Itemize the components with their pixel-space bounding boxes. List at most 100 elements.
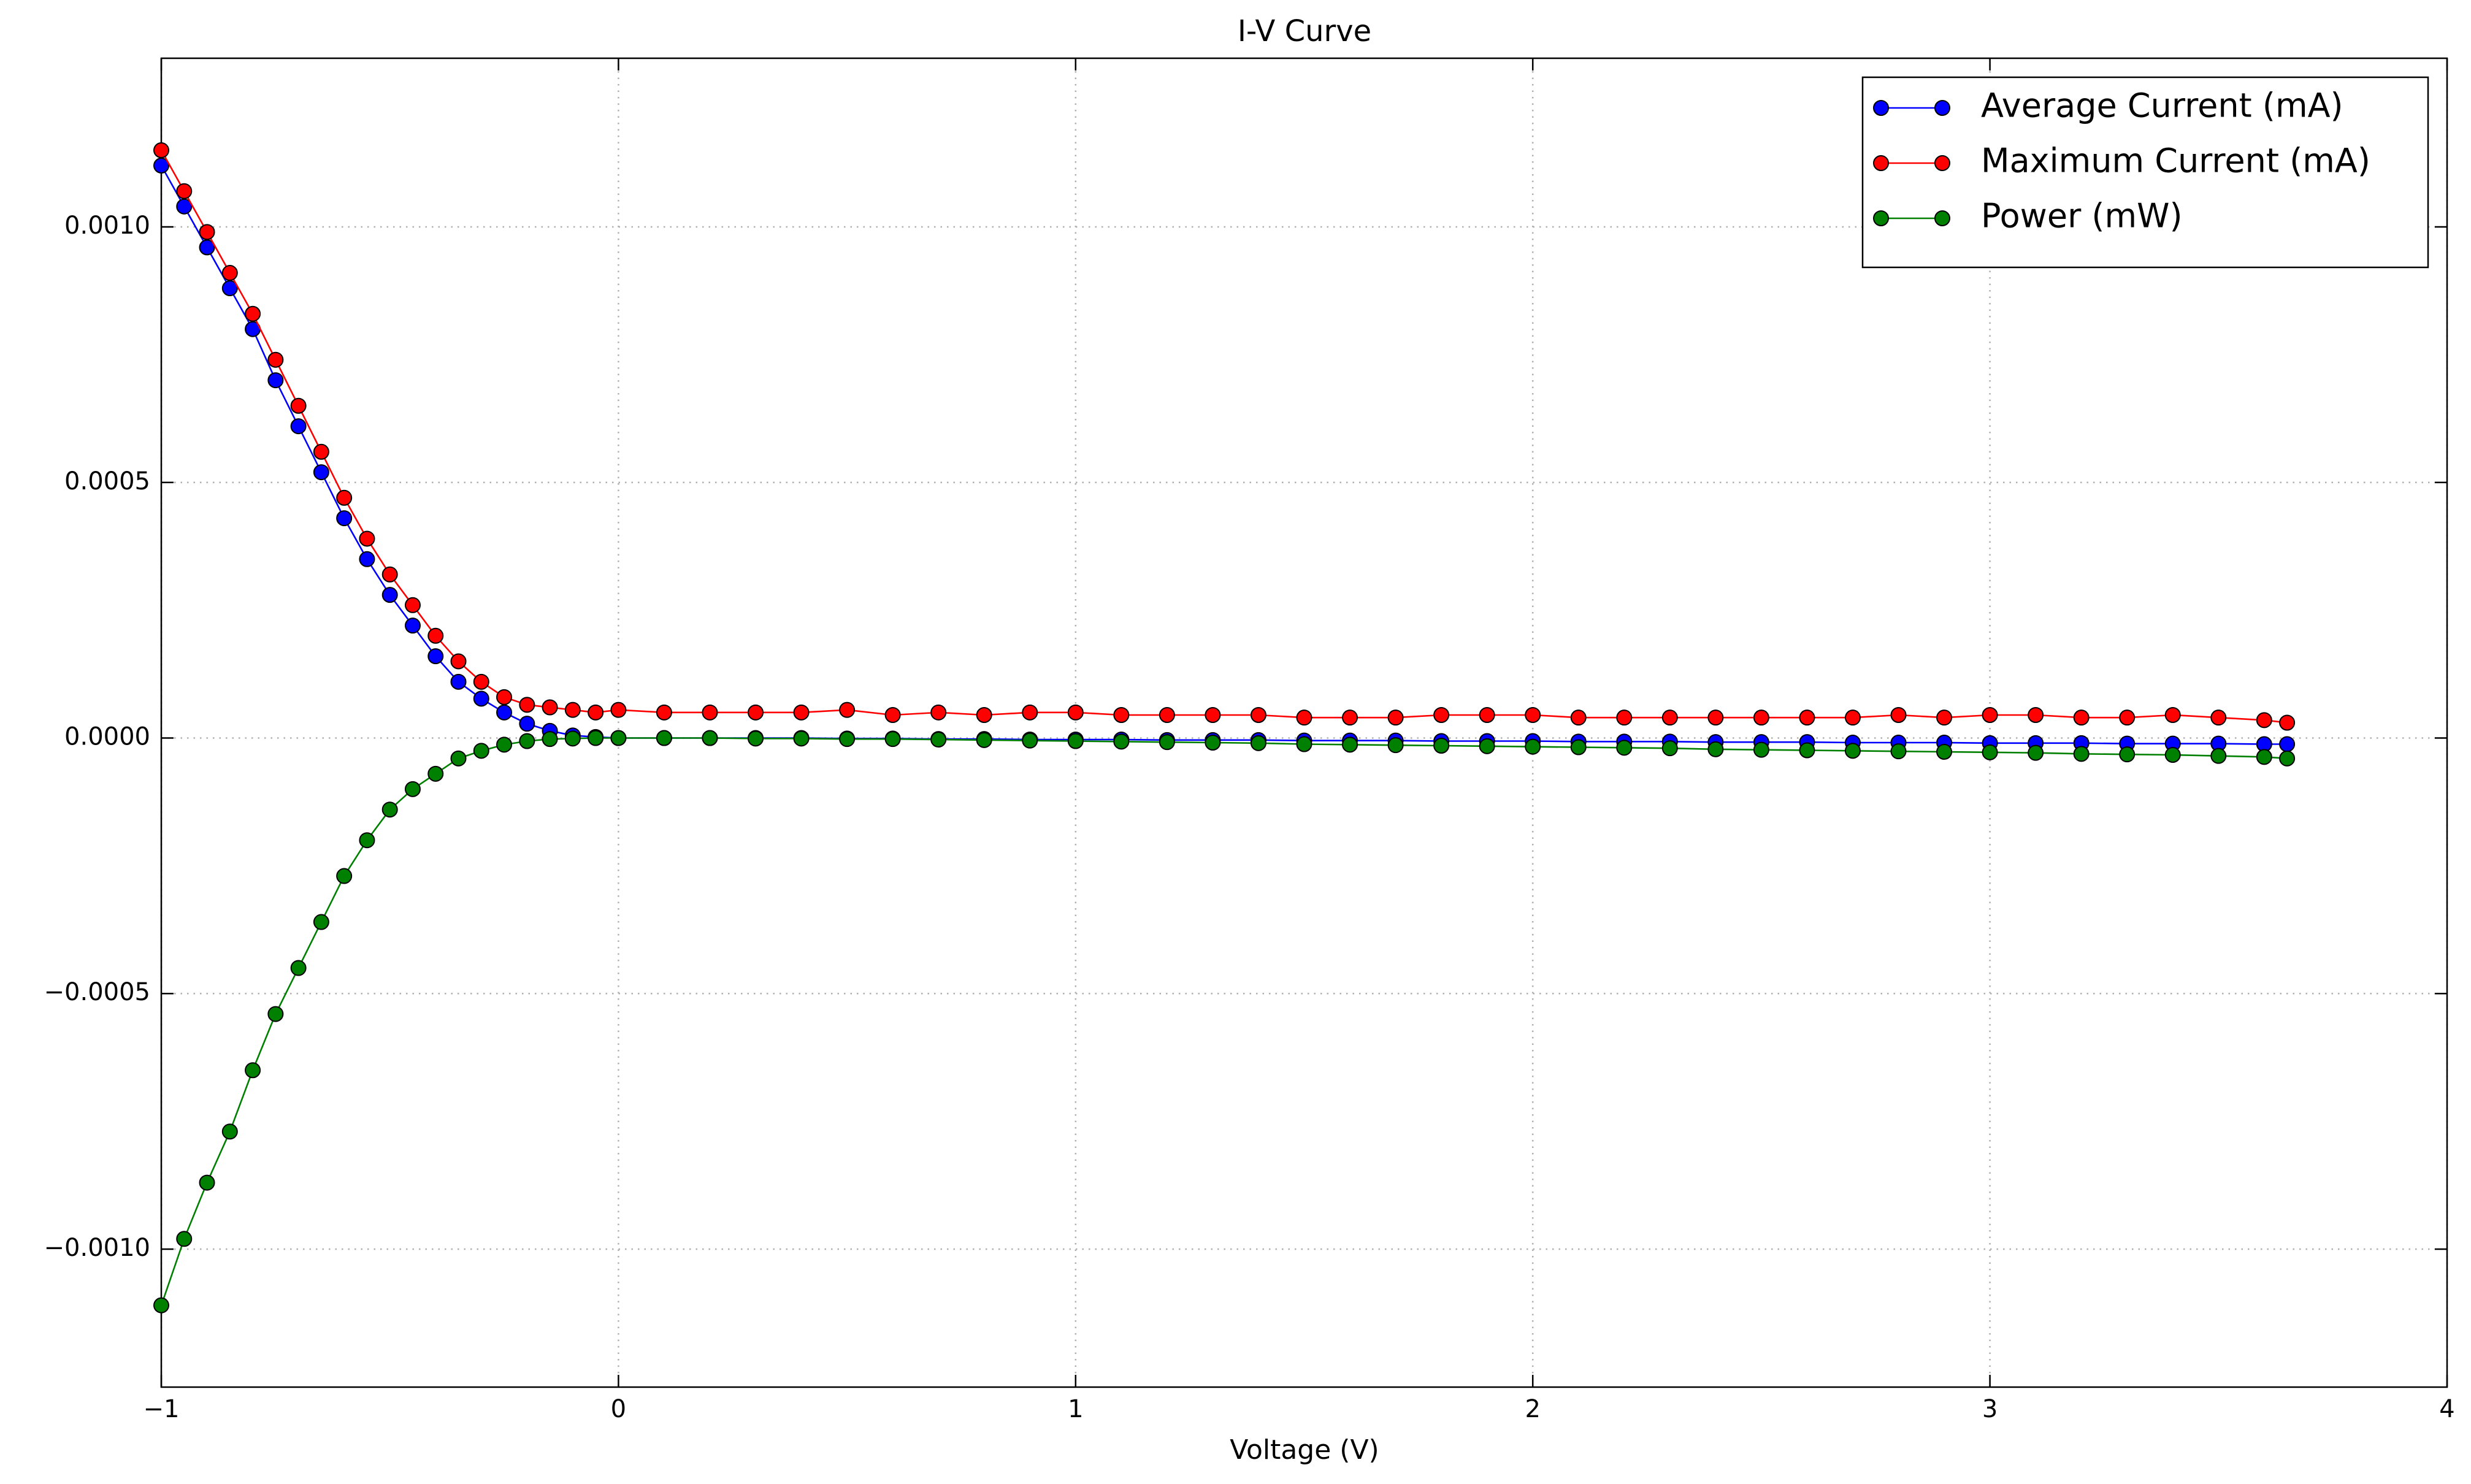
data-point — [1022, 704, 1038, 721]
data-point — [1067, 704, 1084, 721]
data-point — [588, 704, 604, 721]
data-point — [1799, 709, 1815, 726]
data-point — [839, 702, 856, 718]
data-point — [199, 224, 215, 240]
data-point — [1022, 732, 1038, 749]
data-point — [496, 689, 513, 705]
data-point — [2073, 746, 2090, 762]
data-point — [1890, 706, 1907, 723]
data-point — [359, 551, 375, 567]
data-point — [976, 706, 992, 723]
data-point — [404, 597, 421, 613]
data-point — [519, 733, 535, 749]
data-point — [1296, 709, 1312, 726]
data-point — [2279, 750, 2296, 767]
data-point — [542, 699, 558, 716]
data-point — [564, 730, 581, 747]
legend-label: Average Current (mA) — [1981, 86, 2343, 125]
data-point — [1661, 709, 1678, 726]
x-tick-label: 1 — [1068, 1395, 1083, 1423]
series-line — [160, 150, 2288, 724]
data-point — [542, 731, 558, 748]
data-point — [1387, 709, 1404, 726]
legend-marker — [1873, 155, 1889, 171]
data-point — [1570, 709, 1587, 726]
data-point — [313, 464, 329, 481]
data-point — [450, 750, 467, 767]
data-point — [2164, 747, 2181, 763]
data-point — [2279, 736, 2296, 752]
legend-marker — [1934, 155, 1950, 171]
chart-title: I-V Curve — [1238, 14, 1371, 48]
data-point — [313, 443, 329, 460]
data-point — [450, 673, 467, 690]
data-point — [473, 743, 489, 759]
data-point — [1159, 734, 1175, 751]
x-tick-label: 0 — [611, 1395, 626, 1423]
legend-marker — [1934, 210, 1950, 226]
legend-marker — [1934, 100, 1950, 116]
data-point — [221, 265, 238, 281]
data-point — [610, 730, 627, 746]
data-point — [245, 1062, 261, 1079]
data-point — [1707, 709, 1724, 726]
data-point — [1525, 706, 1541, 723]
data-point — [199, 239, 215, 256]
data-point — [702, 704, 718, 721]
data-point — [153, 158, 169, 174]
data-point — [473, 690, 489, 707]
data-point — [588, 730, 604, 746]
data-point — [1616, 740, 1633, 756]
data-point — [1479, 738, 1495, 754]
y-tick-label: 0.0000 — [64, 723, 150, 751]
data-point — [2210, 748, 2227, 764]
data-point — [496, 736, 513, 753]
data-point — [1342, 736, 1358, 753]
legend-label: Maximum Current (mA) — [1981, 142, 2370, 180]
data-point — [290, 960, 307, 976]
data-point — [1479, 706, 1495, 723]
data-point — [1433, 738, 1450, 754]
data-point — [176, 198, 193, 215]
data-point — [1342, 709, 1358, 726]
series-line — [160, 165, 2288, 745]
data-point — [656, 704, 672, 721]
data-point — [1982, 706, 1998, 723]
legend-marker — [1873, 210, 1889, 226]
data-point — [748, 730, 764, 747]
data-point — [1296, 736, 1312, 752]
x-tick-label: 3 — [1982, 1395, 1998, 1423]
y-tick-label: −0.0010 — [44, 1234, 150, 1262]
y-tick-label: 0.0005 — [64, 467, 150, 495]
data-point — [473, 673, 489, 690]
data-point — [381, 801, 398, 818]
data-point — [1844, 743, 1861, 759]
data-point — [381, 566, 398, 583]
data-point — [1067, 733, 1084, 749]
legend-frame — [1861, 76, 2429, 269]
data-point — [450, 653, 467, 670]
data-point — [221, 1123, 238, 1140]
y-tick-label: 0.0010 — [64, 212, 150, 240]
data-point — [1250, 735, 1266, 751]
data-point — [1661, 740, 1678, 757]
data-point — [199, 1174, 215, 1191]
data-point — [1707, 741, 1724, 757]
data-point — [656, 730, 672, 746]
data-point — [267, 351, 284, 368]
data-point — [519, 697, 535, 713]
data-point — [976, 732, 992, 748]
data-point — [176, 183, 193, 199]
data-point — [2119, 746, 2136, 763]
data-point — [1982, 744, 1998, 760]
data-point — [359, 832, 375, 849]
data-point — [267, 1006, 284, 1022]
plot-frame — [160, 57, 2448, 1388]
data-point — [1205, 735, 1221, 751]
legend: Average Current (mA) Maximum Current (mA)… — [1861, 76, 2429, 269]
data-point — [884, 731, 901, 748]
x-tick-label: 4 — [2439, 1395, 2454, 1423]
data-point — [2279, 714, 2296, 731]
data-point — [1890, 743, 1907, 760]
